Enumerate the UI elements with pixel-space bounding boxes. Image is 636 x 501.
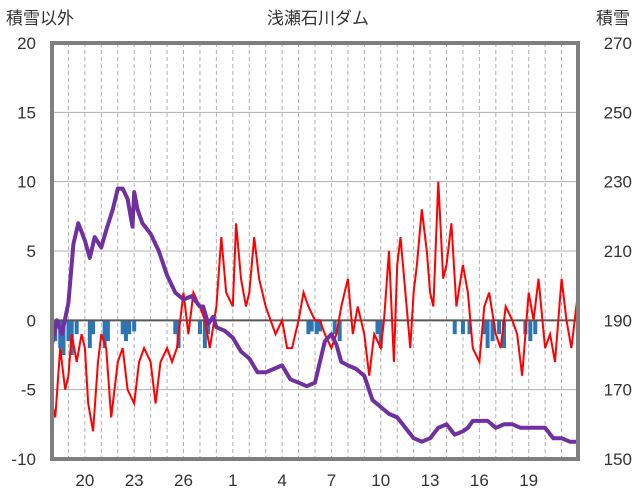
plot-frame [50, 41, 580, 461]
left-tick-label: -5 [21, 381, 36, 400]
precip-bar [87, 320, 92, 349]
precip-bar [528, 320, 533, 342]
precip-bar [467, 320, 472, 335]
right-axis-ticks: 270 250 230 210 190 170 150 [604, 34, 632, 469]
x-tick-label: 26 [174, 471, 193, 490]
chart-title: 浅瀬石川ダム [267, 9, 369, 28]
left-tick-label: 20 [17, 34, 36, 53]
precip-bar [66, 320, 71, 342]
right-tick-label: 250 [604, 103, 632, 122]
precip-bar [490, 320, 495, 342]
precip-bar [197, 320, 202, 335]
x-tick-label: 23 [125, 471, 144, 490]
x-tick-label: 19 [519, 471, 538, 490]
x-tick-label: 10 [371, 471, 390, 490]
precip-bar [123, 320, 128, 342]
x-tick-label: 1 [228, 471, 237, 490]
precip-bar [332, 320, 337, 335]
precip-bar [61, 320, 66, 355]
precip-bar [502, 320, 507, 349]
right-axis-label: 積雪 [596, 9, 630, 28]
left-tick-label: 0 [27, 311, 36, 330]
left-tick-label: -10 [11, 450, 36, 469]
precip-bar [206, 320, 211, 335]
precip-bar [460, 320, 465, 335]
precip-bar [202, 320, 207, 349]
precip-bar [482, 320, 487, 335]
x-tick-label: 16 [470, 471, 489, 490]
x-tick-label: 4 [277, 471, 286, 490]
right-tick-label: 210 [604, 242, 632, 261]
precip-bar [337, 320, 342, 342]
right-tick-label: 230 [604, 173, 632, 192]
precip-bar [375, 320, 380, 335]
precip-bar [120, 320, 125, 335]
precip-bar [91, 320, 96, 335]
right-tick-label: 190 [604, 311, 632, 330]
left-axis-ticks: 20 15 10 5 0 -5 -10 [11, 34, 36, 469]
precip-bar [127, 320, 132, 335]
precip-bar [74, 320, 79, 335]
precip-bar [105, 320, 110, 342]
precip-bar [309, 320, 314, 332]
left-tick-label: 10 [17, 173, 36, 192]
x-tick-label: 13 [421, 471, 440, 490]
right-tick-label: 170 [604, 381, 632, 400]
x-axis-ticks: 20 23 26 1 4 7 10 13 16 19 [75, 471, 538, 490]
precip-bar [173, 320, 178, 335]
precip-bar [306, 320, 311, 335]
precip-bar [132, 320, 137, 332]
temperature-line [51, 181, 579, 432]
left-tick-label: 5 [27, 242, 36, 261]
precip-bar [378, 320, 383, 349]
right-tick-label: 270 [604, 34, 632, 53]
right-tick-label: 150 [604, 450, 632, 469]
grid [52, 43, 578, 459]
precip-bar [452, 320, 457, 335]
precip-bar [317, 320, 322, 332]
precip-bar [314, 320, 319, 335]
x-tick-label: 20 [75, 471, 94, 490]
left-tick-label: 15 [17, 103, 36, 122]
left-axis-label: 積雪以外 [6, 9, 74, 28]
snow-depth-line [50, 186, 580, 444]
precip-bar [497, 320, 502, 335]
precip-bar [533, 320, 538, 335]
precip-bar [102, 320, 107, 349]
precip-bar [485, 320, 490, 349]
x-tick-label: 7 [327, 471, 336, 490]
